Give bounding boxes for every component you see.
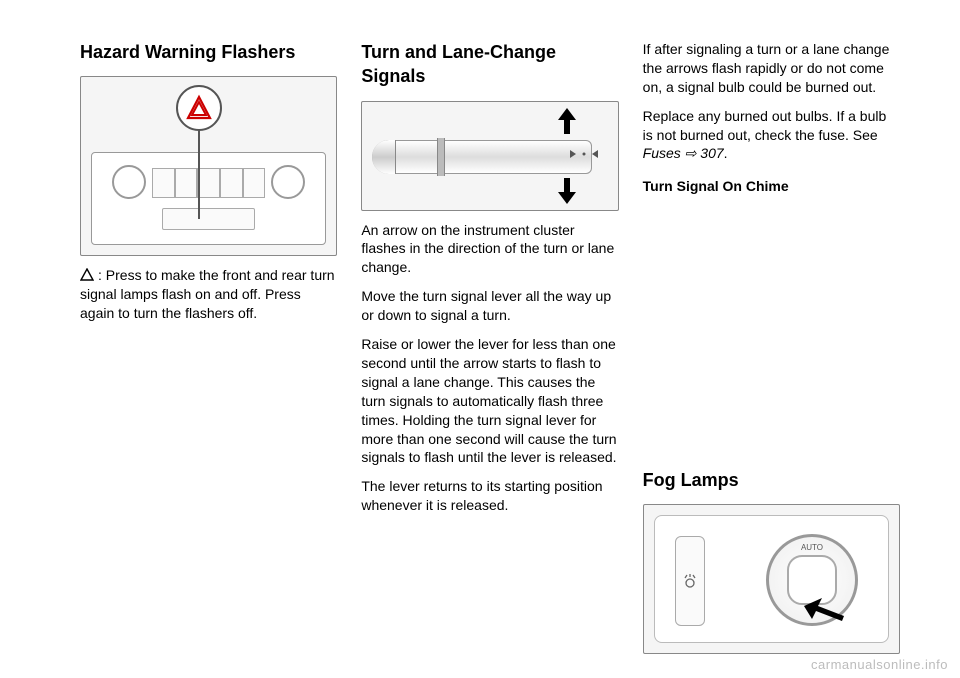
- turn-stalk: [372, 140, 592, 174]
- col3-p2: Replace any burned out bulbs. If a bulb …: [643, 107, 900, 164]
- column-3: If after signaling a turn or a lane chan…: [643, 40, 900, 658]
- fuses-ref: Fuses: [643, 145, 681, 161]
- col3-p2a: Replace any burned out bulbs. If a bulb …: [643, 108, 887, 143]
- manual-page: Hazard Warning Flashers: [0, 0, 960, 678]
- turn-stalk-ring: [437, 138, 445, 176]
- watermark: carmanualsonline.info: [811, 657, 948, 672]
- hazard-right-dial: [271, 165, 305, 199]
- hazard-colon: :: [98, 267, 102, 283]
- hazard-paragraph: : Press to make the front and rear turn …: [80, 266, 337, 323]
- turn-p2: Move the turn signal lever all the way u…: [361, 287, 618, 325]
- fuses-page: ⇨ 307: [681, 145, 724, 161]
- turn-stalk-symbols: [570, 147, 598, 161]
- hazard-button-row: [152, 168, 265, 198]
- spacer: [643, 202, 900, 461]
- hazard-triangle-icon: [80, 268, 94, 282]
- hazard-left-dial: [112, 165, 146, 199]
- hazard-text: Press to make the front and rear turn si…: [80, 267, 335, 321]
- fog-heading: Fog Lamps: [643, 468, 900, 492]
- fog-pointer-arrow-icon: [804, 594, 844, 624]
- col3-p2d: .: [724, 145, 728, 161]
- hazard-gear-panel: [162, 208, 255, 230]
- hazard-heading: Hazard Warning Flashers: [80, 40, 337, 64]
- turn-p3: Raise or lower the lever for less than o…: [361, 335, 618, 467]
- column-layout: Hazard Warning Flashers: [80, 40, 900, 658]
- fog-auto-label: AUTO: [769, 543, 855, 554]
- turn-signal-figure: [361, 101, 618, 211]
- turn-heading: Turn and Lane-Change Signals: [361, 40, 618, 89]
- fog-side-button: [675, 536, 705, 626]
- turn-arrow-down-icon: [556, 178, 578, 204]
- turn-arrow-up-icon: [556, 108, 578, 134]
- col3-p1: If after signaling a turn or a lane chan…: [643, 40, 900, 97]
- chime-subhead: Turn Signal On Chime: [643, 177, 900, 196]
- column-2: Turn and Lane-Change Signals An arrow on…: [361, 40, 618, 658]
- fog-lamp-figure: AUTO: [643, 504, 900, 654]
- turn-p4: The lever returns to its starting positi…: [361, 477, 618, 515]
- hazard-figure: [80, 76, 337, 256]
- hazard-callout-line: [198, 129, 200, 219]
- fog-panel: AUTO: [654, 515, 889, 643]
- turn-p1: An arrow on the instrument cluster flash…: [361, 221, 618, 278]
- column-1: Hazard Warning Flashers: [80, 40, 337, 658]
- turn-stalk-tip: [372, 140, 396, 174]
- hazard-dash-panel: [91, 152, 326, 245]
- hazard-callout-icon: [176, 85, 222, 131]
